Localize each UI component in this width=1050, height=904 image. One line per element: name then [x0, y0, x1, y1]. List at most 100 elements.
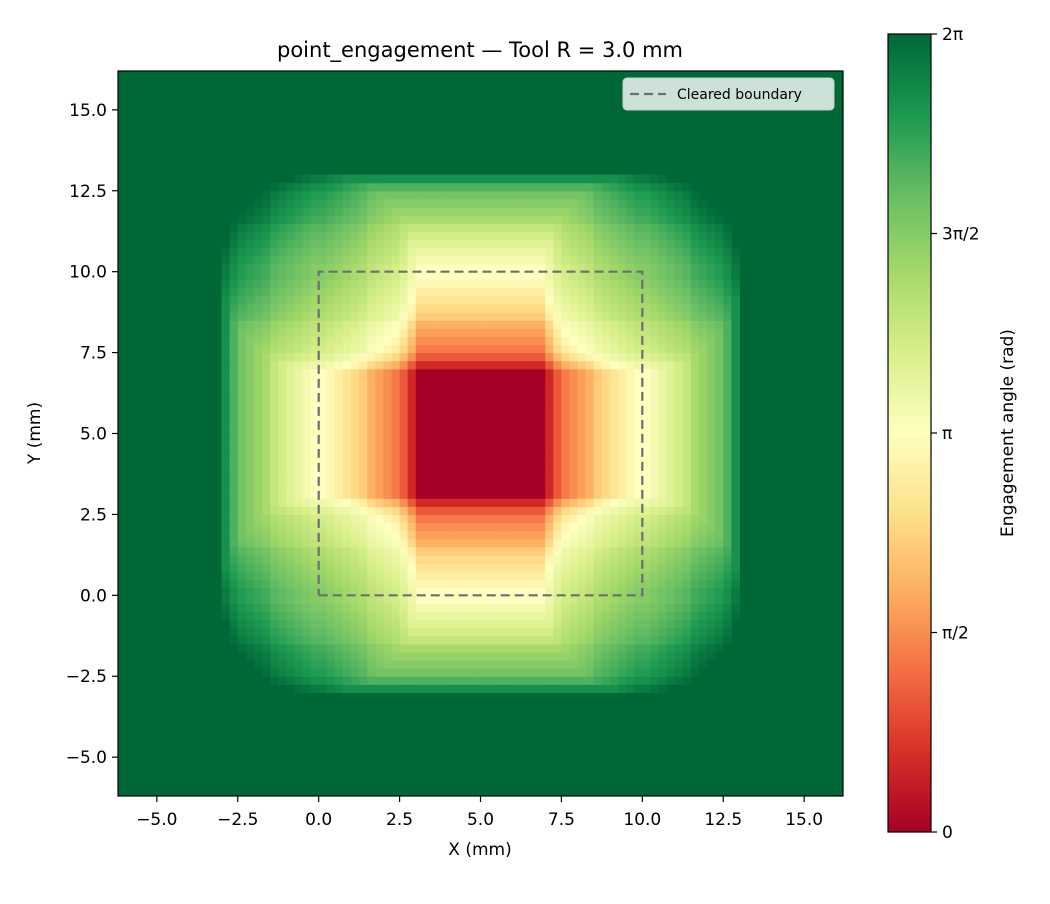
- heat-cell: [609, 320, 619, 329]
- heat-cell: [367, 595, 376, 605]
- heat-cell: [464, 473, 474, 483]
- heat-cell: [690, 514, 700, 524]
- heat-cell: [537, 643, 546, 653]
- heat-cell: [618, 360, 627, 370]
- heat-cell: [618, 627, 627, 637]
- heat-cell: [270, 401, 279, 410]
- heat-cell: [553, 190, 563, 200]
- heat-cell: [367, 522, 376, 532]
- heat-cell: [642, 336, 652, 346]
- heat-cell: [537, 239, 546, 248]
- heat-cell: [690, 239, 700, 248]
- heat-cell: [650, 676, 660, 685]
- heat-cell: [682, 611, 692, 621]
- heat-cell: [367, 627, 376, 637]
- heat-cell: [440, 538, 449, 548]
- heat-cell: [383, 223, 393, 232]
- heat-cell: [326, 352, 336, 362]
- heat-cell: [278, 190, 287, 200]
- heat-cell: [415, 651, 425, 661]
- heat-cell: [472, 587, 482, 596]
- heat-cell: [326, 409, 336, 418]
- heat-cell: [731, 522, 741, 532]
- heat-cell: [423, 433, 433, 443]
- heat-cell: [593, 190, 603, 200]
- heat-cell: [723, 360, 732, 370]
- heat-cell: [310, 215, 320, 224]
- heat-cell: [520, 449, 530, 459]
- heat-cell: [593, 684, 603, 694]
- heat-cell: [221, 384, 231, 394]
- heat-cell: [626, 562, 635, 572]
- heat-cell: [262, 295, 271, 305]
- heat-cell: [415, 190, 425, 200]
- heat-cell: [496, 198, 506, 208]
- heat-cell: [601, 651, 611, 661]
- heat-cell: [707, 344, 716, 354]
- heat-cell: [618, 562, 627, 572]
- heat-cell: [342, 554, 352, 564]
- heat-cell: [553, 643, 563, 653]
- heat-cell: [342, 441, 352, 451]
- heat-cell: [391, 190, 401, 200]
- heat-cell: [359, 514, 368, 524]
- heat-cell: [431, 295, 441, 305]
- heat-cell: [431, 287, 441, 297]
- heat-cell: [302, 571, 312, 580]
- heat-cell: [585, 603, 595, 613]
- heat-cell: [456, 206, 465, 216]
- heat-cell: [351, 344, 360, 354]
- heat-cell: [262, 231, 271, 240]
- heat-cell: [318, 449, 328, 459]
- heat-cell: [464, 231, 474, 240]
- heat-cell: [634, 522, 643, 532]
- heat-cell: [342, 579, 352, 588]
- heat-cell: [529, 627, 538, 637]
- heat-cell: [431, 530, 441, 540]
- heat-cell: [359, 538, 368, 548]
- heat-cell: [245, 417, 255, 427]
- heat-cell: [569, 190, 579, 200]
- heat-cell: [569, 490, 579, 499]
- heat-cell: [529, 506, 538, 516]
- heat-cell: [294, 522, 304, 532]
- heat-cell: [626, 684, 635, 694]
- heat-cell: [326, 676, 336, 685]
- heat-cell: [270, 538, 279, 548]
- heat-cell: [723, 473, 732, 483]
- heat-cell: [698, 271, 708, 281]
- heat-cell: [577, 490, 587, 499]
- heat-cell: [334, 579, 344, 588]
- heat-cell: [618, 457, 627, 467]
- heat-cell: [334, 215, 344, 224]
- heat-cell: [707, 401, 716, 410]
- heat-cell: [262, 417, 271, 427]
- heat-cell: [237, 295, 247, 305]
- heat-cell: [456, 368, 465, 378]
- heat-cell: [698, 360, 708, 370]
- heat-cell: [294, 352, 304, 362]
- heat-cell: [440, 522, 449, 532]
- heat-cell: [399, 344, 409, 354]
- heat-cell: [561, 538, 571, 548]
- heat-cell: [529, 603, 538, 613]
- heat-cell: [626, 579, 635, 588]
- heat-cell: [415, 554, 425, 564]
- heat-cell: [399, 182, 409, 192]
- heat-cell: [359, 562, 368, 572]
- heat-cell: [310, 530, 320, 540]
- heat-cell: [618, 393, 627, 402]
- heat-cell: [310, 433, 320, 443]
- heat-cell: [310, 514, 320, 524]
- heat-cell: [585, 465, 595, 475]
- heat-cell: [618, 684, 627, 694]
- heat-cell: [480, 336, 490, 346]
- heat-cell: [593, 441, 603, 451]
- heat-cell: [359, 287, 368, 297]
- heat-cell: [650, 684, 660, 694]
- heat-cell: [520, 255, 530, 265]
- heat-cell: [545, 320, 554, 329]
- heat-cell: [723, 433, 732, 443]
- heat-cell: [520, 457, 530, 467]
- heat-cell: [496, 320, 506, 329]
